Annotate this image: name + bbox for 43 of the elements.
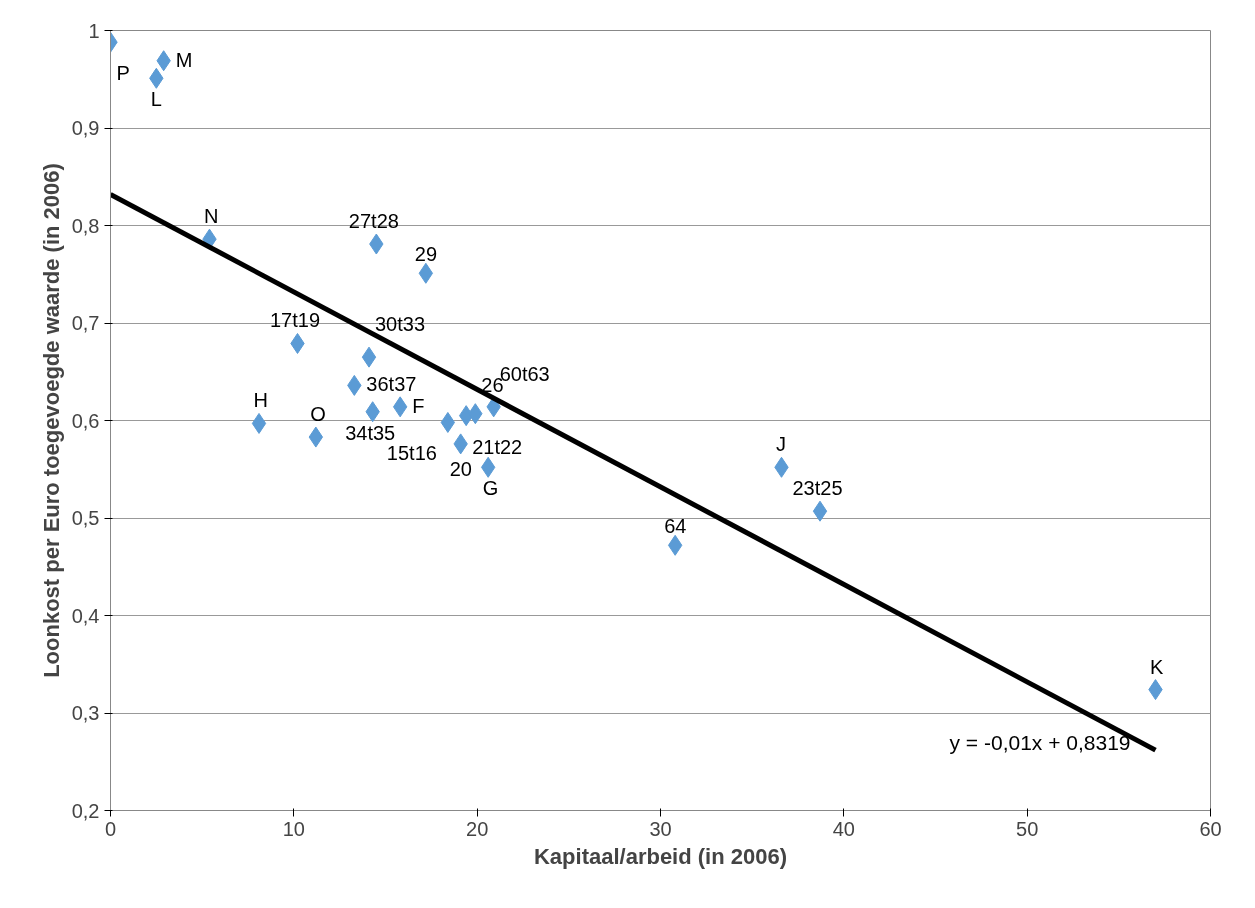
x-tick-label: 30 — [649, 817, 672, 840]
x-tick-label: 0 — [104, 817, 117, 840]
annotation: P — [116, 62, 130, 85]
y-tick-label: 0,5 — [71, 507, 100, 529]
annotation: 21t22 — [472, 435, 523, 458]
y-tick-label: 1 — [88, 19, 100, 42]
point — [812, 500, 828, 522]
point — [251, 412, 267, 434]
annotation: 20 — [449, 457, 472, 480]
annotation: F — [412, 394, 425, 417]
x-tick-label: 10 — [282, 817, 305, 840]
y-tick-label: 0,6 — [71, 409, 100, 432]
annotation: K — [1150, 655, 1164, 678]
y-tick-label: 0,4 — [71, 604, 100, 627]
annotation: 29 — [414, 243, 438, 266]
x-tick-label: 60 — [1199, 817, 1222, 840]
annotation: y = -0,01x + 0,8319 — [949, 731, 1131, 755]
y-tick-label: 0,8 — [71, 214, 100, 237]
annotation: 23t25 — [792, 477, 843, 500]
annotation: 64 — [664, 515, 687, 538]
annotation: 36t37 — [366, 373, 417, 396]
annotation: 34t35 — [345, 421, 396, 444]
x-tick-label: 20 — [466, 817, 489, 840]
x-axis-title: Kapitaal/arbeid (in 2006) — [533, 843, 788, 869]
x-tick-label: 50 — [1016, 817, 1039, 840]
y-tick-label: 0,3 — [71, 702, 100, 724]
annotation: N — [204, 205, 219, 228]
y-tick-label: 0,2 — [71, 799, 100, 822]
y-tick-label: 0,7 — [71, 312, 100, 334]
annotation: O — [310, 403, 326, 426]
annotation: J — [776, 433, 786, 456]
annotation: M — [175, 48, 193, 71]
annotation: 17t19 — [270, 309, 321, 332]
annotation: 30t33 — [375, 313, 426, 336]
x-tick-label: 40 — [832, 817, 855, 840]
y-tick-label: 0,9 — [71, 117, 100, 139]
annotation: G — [482, 477, 499, 500]
y-axis-title: Loonkost per Euro toegevoegde waarde (in 2006) — [38, 163, 64, 678]
annotation: L — [150, 88, 162, 111]
annotation: 27t28 — [348, 210, 399, 233]
point — [361, 346, 377, 368]
annotation: H — [253, 389, 268, 412]
annotation: 15t16 — [386, 442, 437, 465]
